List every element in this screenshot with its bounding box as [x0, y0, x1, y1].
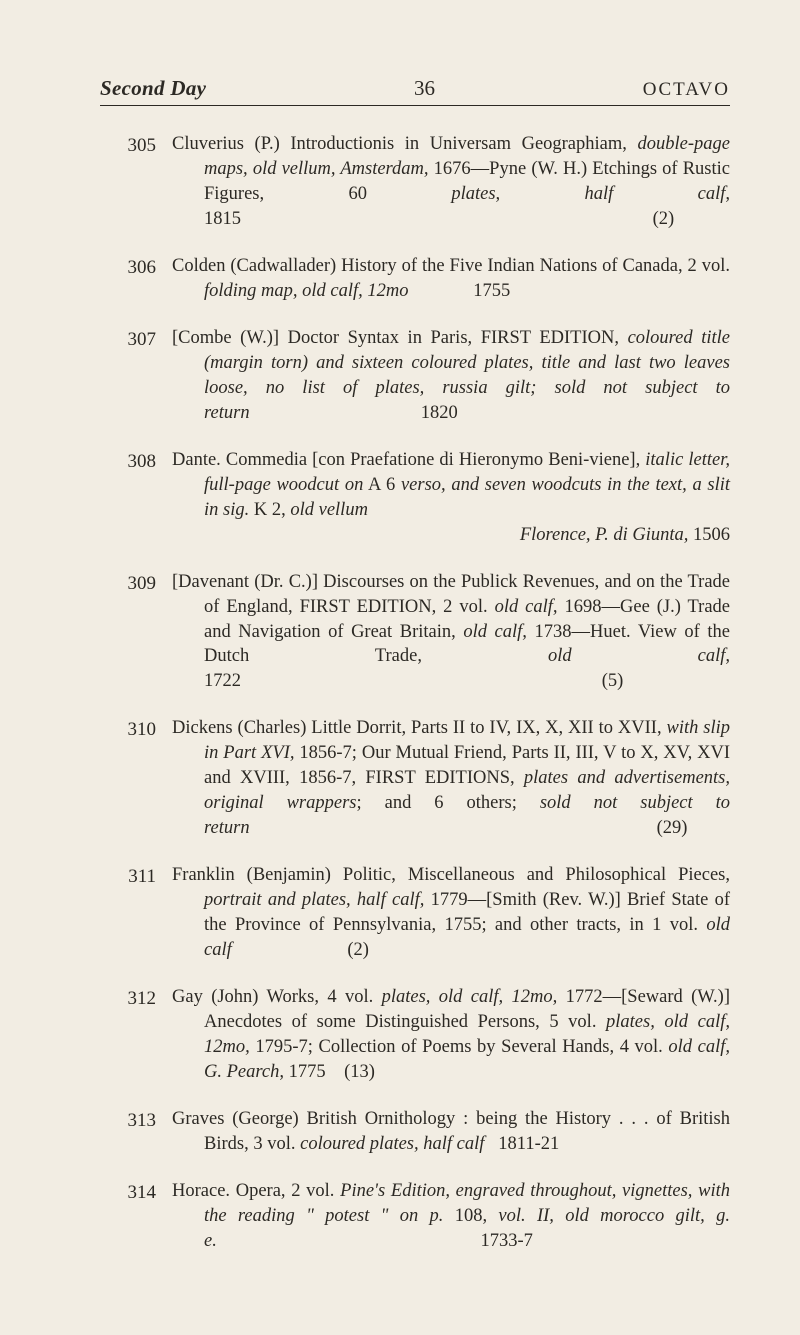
catalogue-entry: 307[Combe (W.)] Doctor Syntax in Paris, … [100, 326, 730, 426]
entry-text: Dante. Commedia [con Praefatione di Hier… [172, 448, 730, 548]
page: Second Day 36 OCTAVO 305Cluverius (P.) I… [0, 0, 800, 1335]
entry-text: Graves (George) British Ornithology : be… [172, 1107, 730, 1157]
catalogue-entry: 311Franklin (Benjamin) Politic, Miscella… [100, 863, 730, 963]
catalogue-entry: 309[Davenant (Dr. C.)] Discourses on the… [100, 570, 730, 695]
lot-number: 314 [100, 1179, 172, 1254]
entry-text: Horace. Opera, 2 vol. Pine's Edition, en… [172, 1179, 730, 1254]
lot-number: 309 [100, 570, 172, 695]
catalogue-entry: 312Gay (John) Works, 4 vol. plates, old … [100, 985, 730, 1085]
lot-number: 310 [100, 716, 172, 841]
running-head-page: 36 [414, 76, 435, 101]
lot-number: 305 [100, 132, 172, 232]
entry-text: [Combe (W.)] Doctor Syntax in Paris, FIR… [172, 326, 730, 426]
entry-text: Gay (John) Works, 4 vol. plates, old cal… [172, 985, 730, 1085]
running-head: Second Day 36 OCTAVO [100, 76, 730, 106]
catalogue-entry: 313Graves (George) British Ornithology :… [100, 1107, 730, 1157]
lot-number: 307 [100, 326, 172, 426]
running-head-section: OCTAVO [643, 79, 730, 101]
entry-text: Colden (Cadwallader) History of the Five… [172, 254, 730, 304]
catalogue-entry: 306Colden (Cadwallader) History of the F… [100, 254, 730, 304]
lot-number: 306 [100, 254, 172, 304]
catalogue-entry: 308Dante. Commedia [con Praefatione di H… [100, 448, 730, 548]
entry-text: Cluverius (P.) Introductionis in Univers… [172, 132, 730, 232]
lot-number: 311 [100, 863, 172, 963]
catalogue-entry: 310Dickens (Charles) Little Dorrit, Part… [100, 716, 730, 841]
entry-text: Dickens (Charles) Little Dorrit, Parts I… [172, 716, 730, 841]
entries: 305Cluverius (P.) Introductionis in Univ… [100, 132, 730, 1254]
entry-text: [Davenant (Dr. C.)] Discourses on the Pu… [172, 570, 730, 695]
catalogue-entry: 314Horace. Opera, 2 vol. Pine's Edition,… [100, 1179, 730, 1254]
running-head-left: Second Day [100, 76, 206, 101]
lot-number: 312 [100, 985, 172, 1085]
catalogue-entry: 305Cluverius (P.) Introductionis in Univ… [100, 132, 730, 232]
entry-text: Franklin (Benjamin) Politic, Miscellaneo… [172, 863, 730, 963]
lot-number: 313 [100, 1107, 172, 1157]
lot-number: 308 [100, 448, 172, 548]
